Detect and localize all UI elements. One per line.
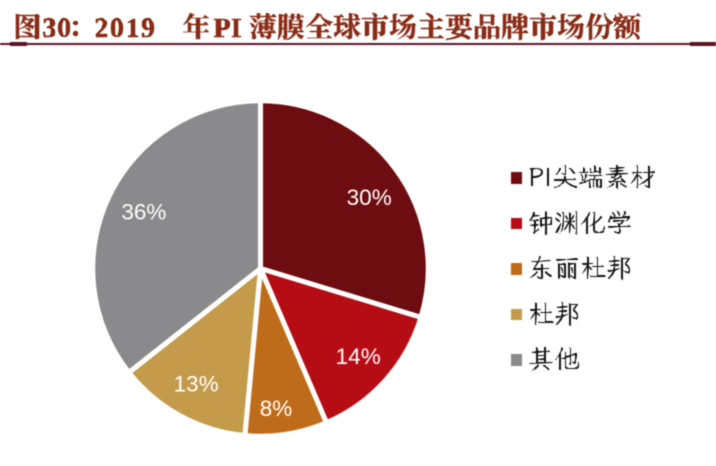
legend-swatch bbox=[510, 217, 522, 230]
legend-label-glyphs bbox=[529, 256, 630, 280]
pie-slice-3 bbox=[126, 266, 263, 439]
figure-title-glyphs bbox=[15, 12, 642, 41]
pie-slice-label-3: 13% bbox=[174, 372, 219, 397]
pie-slice-label-2: 8% bbox=[260, 396, 293, 421]
title-underline bbox=[0, 42, 716, 46]
pie-slice-1 bbox=[258, 266, 424, 426]
pie-slice-label-1: 14% bbox=[336, 344, 381, 369]
pie-slice-0 bbox=[258, 98, 431, 320]
legend-swatch bbox=[510, 308, 522, 321]
title-underline-right-cap bbox=[690, 42, 716, 46]
pie-slice-label-4: 36% bbox=[121, 199, 166, 224]
legend-label-glyphs bbox=[529, 165, 655, 189]
pie-slice-4 bbox=[90, 98, 263, 376]
pie-slice-label-0: 30% bbox=[347, 185, 392, 210]
legend-label-glyphs bbox=[528, 347, 579, 371]
legend-swatch bbox=[510, 172, 522, 184]
legend-swatch bbox=[510, 354, 522, 366]
legend-label-glyphs bbox=[528, 301, 578, 326]
title-underline-left-cap bbox=[10, 42, 27, 46]
legend-swatch bbox=[510, 263, 522, 275]
legend-label-glyphs bbox=[528, 210, 631, 235]
